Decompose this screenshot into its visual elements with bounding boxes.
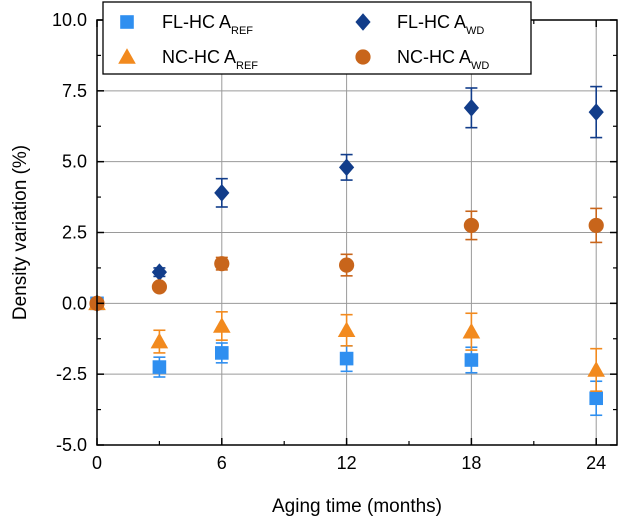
- x-tick-label: 18: [461, 453, 481, 473]
- fl-hc-a-wd-point: [339, 158, 355, 177]
- legend: FL-HC AREF NC-HC AREF FL-HC AWD NC-HC AWD: [102, 1, 532, 75]
- y-tick-label: 2.5: [62, 223, 87, 243]
- y-tick-label: -5.0: [56, 435, 87, 455]
- y-tick-label: 10.0: [52, 10, 87, 30]
- legend-marker: [355, 13, 371, 31]
- legend-label: NC-HC AWD: [397, 47, 489, 72]
- legend-marker: [118, 48, 136, 64]
- y-axis-title: Density variation (%): [10, 145, 31, 320]
- fl-hc-a-ref-point: [464, 353, 479, 367]
- legend-label: FL-HC AWD: [397, 12, 484, 37]
- fl-hc-a-wd-point: [588, 103, 604, 121]
- fl-hc-a-ref-point: [215, 346, 229, 360]
- nc-hc-a-wd-point: [463, 217, 479, 234]
- fl-hc-a-ref-point: [589, 391, 603, 406]
- x-tick-label: 24: [586, 453, 606, 473]
- fl-hc-a-wd-point: [214, 184, 230, 202]
- fl-hc-a-ref-point: [152, 360, 167, 374]
- y-tick-label: 7.5: [62, 81, 87, 101]
- nc-hc-a-wd-point: [588, 217, 604, 234]
- fl-hc-a-ref-point: [339, 351, 354, 366]
- nc-hc-a-ref-point: [587, 361, 605, 377]
- legend-box: [102, 1, 532, 75]
- y-tick-label: 0.0: [62, 293, 87, 313]
- nc-hc-a-wd-point: [214, 256, 230, 272]
- x-tick-label: 0: [92, 453, 102, 473]
- y-tick-label: -2.5: [56, 364, 87, 384]
- x-tick-label: 6: [217, 453, 227, 473]
- nc-hc-a-wd-point: [339, 257, 355, 273]
- nc-hc-a-ref-point: [337, 321, 356, 338]
- legend-label: FL-HC AREF: [162, 12, 253, 37]
- nc-hc-a-ref-point: [462, 322, 481, 339]
- y-tick-label: 5.0: [62, 152, 87, 172]
- nc-hc-a-wd-point: [151, 279, 167, 295]
- legend-marker: [120, 15, 134, 29]
- fl-hc-a-wd-point: [463, 99, 479, 117]
- grid-lines: [97, 20, 617, 445]
- x-axis-title: Aging time (months): [272, 496, 442, 517]
- axis-ticks: 0 6 12 18 24 -5.0 -2.5 0.0 2.5 5.0 7.5 10.0: [52, 10, 617, 473]
- legend-marker: [355, 49, 371, 65]
- x-tick-label: 12: [337, 453, 357, 473]
- nc-hc-a-ref-point: [150, 332, 169, 349]
- legend-label: NC-HC AREF: [162, 47, 258, 72]
- fl-hc-a-wd-point: [151, 263, 167, 281]
- nc-hc-a-ref-point: [213, 317, 231, 333]
